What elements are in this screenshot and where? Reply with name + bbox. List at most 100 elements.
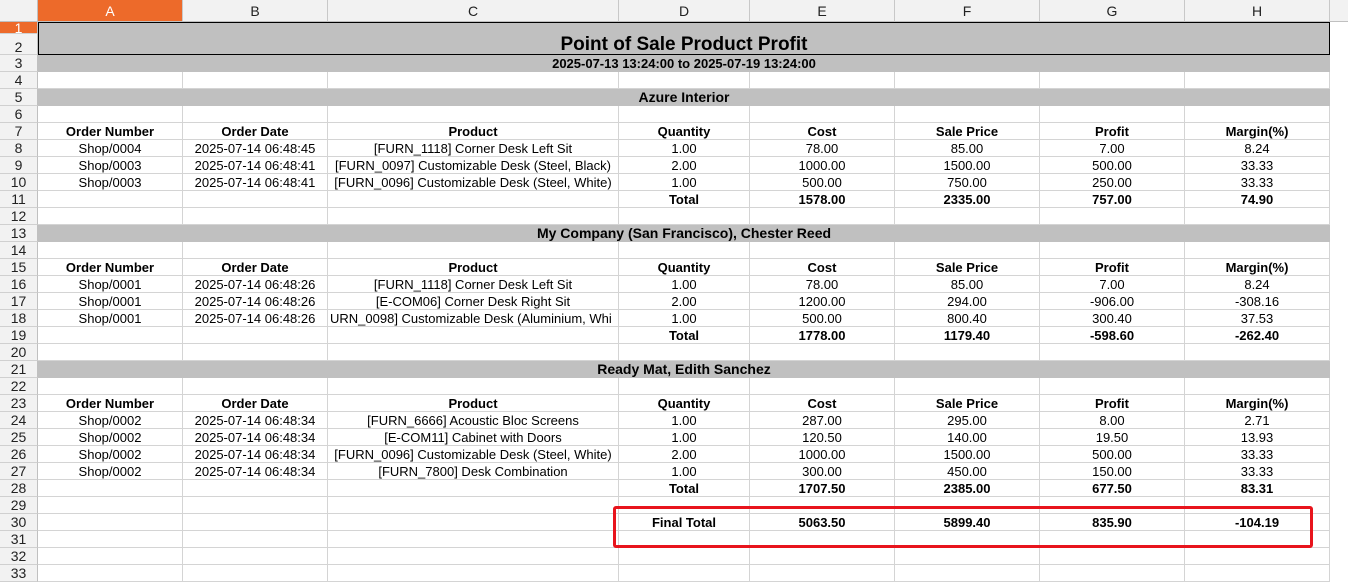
total-value[interactable]: 757.00	[1040, 191, 1185, 208]
cell-g6[interactable]	[1040, 106, 1185, 123]
table-cell[interactable]: 33.33	[1185, 174, 1330, 191]
cell-h12[interactable]	[1185, 208, 1330, 225]
table-cell[interactable]: Shop/0003	[38, 174, 183, 191]
table-cell[interactable]: 8.24	[1185, 276, 1330, 293]
column-title-7[interactable]: Profit	[1040, 395, 1185, 412]
row-header-17[interactable]: 17	[0, 293, 38, 310]
table-cell[interactable]: 500.00	[1040, 446, 1185, 463]
table-cell[interactable]: 500.00	[750, 174, 895, 191]
cell-c28[interactable]	[328, 480, 619, 497]
cell-f33[interactable]	[895, 565, 1040, 582]
cell-b11[interactable]	[183, 191, 328, 208]
cell-a4[interactable]	[38, 72, 183, 89]
cell-b12[interactable]	[183, 208, 328, 225]
table-cell[interactable]: [E-COM06] Corner Desk Right Sit	[328, 293, 619, 310]
table-cell[interactable]: 2.71	[1185, 412, 1330, 429]
column-title-6[interactable]: Sale Price	[895, 123, 1040, 140]
row-header-3[interactable]: 3	[0, 55, 38, 72]
row-header-30[interactable]: 30	[0, 514, 38, 531]
table-cell[interactable]: 1.00	[619, 140, 750, 157]
table-cell[interactable]: 750.00	[895, 174, 1040, 191]
total-value[interactable]: 2385.00	[895, 480, 1040, 497]
cell-c30[interactable]	[328, 514, 619, 531]
table-cell[interactable]: 85.00	[895, 276, 1040, 293]
table-cell[interactable]: 78.00	[750, 276, 895, 293]
final-total-value[interactable]: 835.90	[1040, 514, 1185, 531]
column-header-c[interactable]: C	[328, 0, 619, 22]
cell-b20[interactable]	[183, 344, 328, 361]
row-header-4[interactable]: 4	[0, 72, 38, 89]
cell-a22[interactable]	[38, 378, 183, 395]
table-cell[interactable]: 2025-07-14 06:48:34	[183, 463, 328, 480]
column-header-e[interactable]: E	[750, 0, 895, 22]
total-value[interactable]: 677.50	[1040, 480, 1185, 497]
table-cell[interactable]: Shop/0004	[38, 140, 183, 157]
row-header-26[interactable]: 26	[0, 446, 38, 463]
cell-g22[interactable]	[1040, 378, 1185, 395]
cell-d33[interactable]	[619, 565, 750, 582]
cell-d6[interactable]	[619, 106, 750, 123]
cell-d4[interactable]	[619, 72, 750, 89]
final-total-value[interactable]: 5063.50	[750, 514, 895, 531]
table-cell[interactable]: 8.00	[1040, 412, 1185, 429]
table-cell[interactable]: 33.33	[1185, 463, 1330, 480]
cell-d32[interactable]	[619, 548, 750, 565]
column-title-2[interactable]: Order Date	[183, 259, 328, 276]
table-cell[interactable]: 140.00	[895, 429, 1040, 446]
table-cell[interactable]: 150.00	[1040, 463, 1185, 480]
table-cell[interactable]: Shop/0003	[38, 157, 183, 174]
cell-b31[interactable]	[183, 531, 328, 548]
report-title[interactable]: Point of Sale Product Profit	[38, 22, 1330, 55]
total-label[interactable]: Total	[619, 327, 750, 344]
row-header-7[interactable]: 7	[0, 123, 38, 140]
final-total-label[interactable]: Final Total	[619, 514, 750, 531]
table-cell[interactable]: 13.93	[1185, 429, 1330, 446]
column-title-3[interactable]: Product	[328, 259, 619, 276]
select-all-corner[interactable]	[0, 0, 38, 22]
cell-c29[interactable]	[328, 497, 619, 514]
row-header-29[interactable]: 29	[0, 497, 38, 514]
table-cell[interactable]: 250.00	[1040, 174, 1185, 191]
table-cell[interactable]: 287.00	[750, 412, 895, 429]
cell-a6[interactable]	[38, 106, 183, 123]
table-cell[interactable]: [FURN_1118] Corner Desk Left Sit	[328, 276, 619, 293]
cell-a28[interactable]	[38, 480, 183, 497]
cell-a30[interactable]	[38, 514, 183, 531]
cell-d20[interactable]	[619, 344, 750, 361]
table-cell[interactable]: Shop/0002	[38, 429, 183, 446]
column-title-8[interactable]: Margin(%)	[1185, 123, 1330, 140]
column-header-a[interactable]: A	[38, 0, 183, 22]
cell-f20[interactable]	[895, 344, 1040, 361]
cell-g20[interactable]	[1040, 344, 1185, 361]
row-header-27[interactable]: 27	[0, 463, 38, 480]
cell-g4[interactable]	[1040, 72, 1185, 89]
cell-e22[interactable]	[750, 378, 895, 395]
table-cell[interactable]: 1.00	[619, 310, 750, 327]
table-cell[interactable]: 1000.00	[750, 157, 895, 174]
table-cell[interactable]: 2.00	[619, 446, 750, 463]
table-cell[interactable]: 120.50	[750, 429, 895, 446]
cell-h14[interactable]	[1185, 242, 1330, 259]
table-cell[interactable]: 33.33	[1185, 446, 1330, 463]
row-header-12[interactable]: 12	[0, 208, 38, 225]
cell-b22[interactable]	[183, 378, 328, 395]
table-cell[interactable]: 800.40	[895, 310, 1040, 327]
row-header-21[interactable]: 21	[0, 361, 38, 378]
row-header-32[interactable]: 32	[0, 548, 38, 565]
table-cell[interactable]: 2025-07-14 06:48:45	[183, 140, 328, 157]
row-header-1[interactable]: 1	[0, 22, 38, 34]
table-cell[interactable]: [FURN_1118] Corner Desk Left Sit	[328, 140, 619, 157]
cell-e20[interactable]	[750, 344, 895, 361]
report-date-range[interactable]: 2025-07-13 13:24:00 to 2025-07-19 13:24:…	[38, 55, 1330, 72]
cell-f32[interactable]	[895, 548, 1040, 565]
cell-e14[interactable]	[750, 242, 895, 259]
table-cell[interactable]: Shop/0001	[38, 310, 183, 327]
cell-b28[interactable]	[183, 480, 328, 497]
cell-c14[interactable]	[328, 242, 619, 259]
table-cell[interactable]: 1500.00	[895, 157, 1040, 174]
row-header-16[interactable]: 16	[0, 276, 38, 293]
cell-d12[interactable]	[619, 208, 750, 225]
table-cell[interactable]: URN_0098] Customizable Desk (Aluminium, …	[328, 310, 619, 327]
table-cell[interactable]: 294.00	[895, 293, 1040, 310]
row-header-33[interactable]: 33	[0, 565, 38, 582]
